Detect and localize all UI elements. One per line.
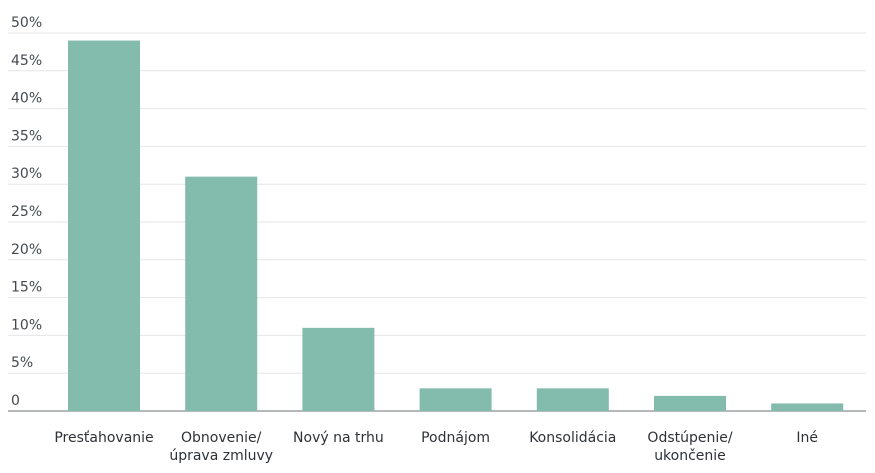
x-axis-category-labels: Presťahovanie Obnovenie/úprava zmluvy Nový… (54, 430, 818, 464)
y-tick-label: 25% (11, 204, 42, 220)
category-label: Presťahovanie (54, 430, 153, 446)
bar (68, 40, 140, 412)
gridlines (8, 32, 866, 412)
bar (419, 388, 492, 411)
y-tick-label: 15% (11, 280, 42, 296)
bar (771, 403, 844, 411)
category-label: Odstúpenie/ukončenie (647, 430, 732, 464)
category-label: Iné (796, 430, 818, 446)
bar (185, 176, 258, 411)
y-tick-label: 5% (11, 355, 33, 371)
y-tick-label: 20% (11, 242, 42, 258)
bar (536, 388, 609, 411)
y-tick-label: 50% (11, 15, 42, 31)
y-axis-tick-labels: 0 5% 10% 15% 20% 25% 30% 35% 40% 45% 50% (11, 15, 42, 409)
y-tick-label: 10% (11, 317, 42, 333)
y-tick-label: 35% (11, 128, 42, 144)
category-label: Podnájom (421, 430, 490, 446)
y-tick-label: 30% (11, 166, 42, 182)
bars (68, 40, 844, 412)
y-tick-label: 0 (11, 393, 20, 409)
y-tick-label: 40% (11, 91, 42, 107)
bar (302, 327, 375, 411)
y-tick-label: 45% (11, 53, 42, 69)
bar (654, 395, 726, 411)
category-label: Nový na trhu (293, 430, 384, 446)
category-label: Obnovenie/úprava zmluvy (169, 430, 273, 464)
category-label: Konsolidácia (529, 430, 616, 446)
